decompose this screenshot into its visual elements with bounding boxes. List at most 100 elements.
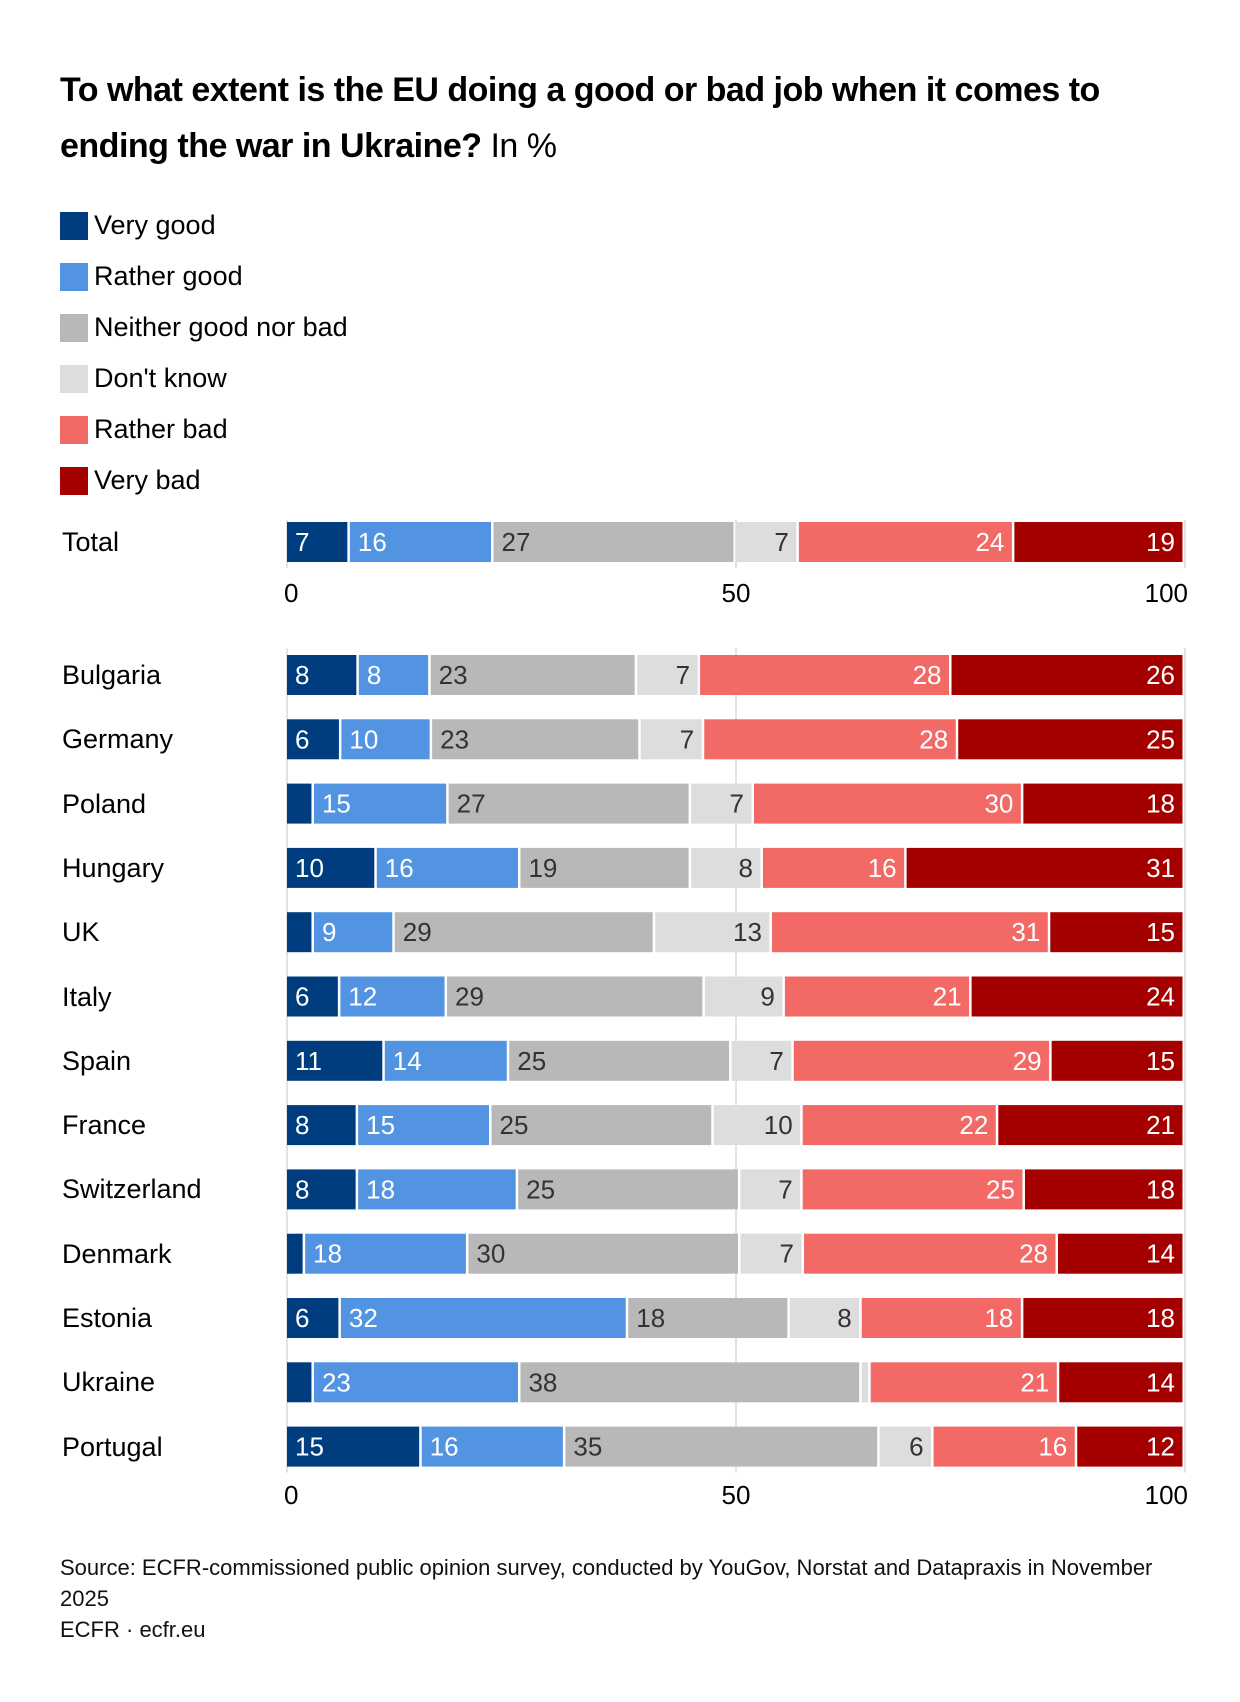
data-label: 8	[295, 1110, 309, 1140]
data-label: 30	[984, 789, 1013, 819]
data-label: 16	[358, 527, 387, 557]
data-label: 23	[439, 660, 468, 690]
bar-segment-rather-bad	[771, 912, 1048, 953]
category-label: Spain	[62, 1045, 132, 1076]
bar-segment-neither-good-nor-bad	[491, 1105, 712, 1146]
data-label: 7	[676, 660, 690, 690]
category-label: Italy	[62, 981, 112, 1012]
bar-segment-don-t-know	[879, 1426, 932, 1467]
data-label: 7	[774, 527, 788, 557]
stacked-bar-chart: 0 50 100 7 16 27 7 24 19 0 50 100 8 8 23 7 28 26 6 10 23 7 28 2…	[284, 520, 1188, 1510]
country-axis-tick-label: 0	[284, 1480, 298, 1510]
data-label: 8	[837, 1303, 851, 1333]
total-axis-tick-label: 0	[284, 578, 298, 608]
data-label: 21	[933, 982, 962, 1012]
category-label: Germany	[62, 724, 174, 755]
bar-segment-rather-bad	[804, 1233, 1056, 1274]
bar-segment-very-bad	[1058, 1233, 1183, 1274]
bar-segment-very-bad	[1051, 1040, 1183, 1081]
category-label: France	[62, 1110, 147, 1141]
bar-segment-rather-good	[349, 522, 492, 562]
bar-segment-don-t-know	[789, 1298, 860, 1338]
data-label: 19	[528, 853, 557, 883]
data-label: 15	[1146, 917, 1175, 947]
data-label: 8	[295, 660, 309, 690]
category-label: UK	[62, 917, 100, 948]
bar-segment-rather-bad	[802, 1169, 1023, 1210]
data-label: 24	[975, 527, 1004, 557]
bar-segment-very-good	[287, 1040, 383, 1081]
bar-segment-very-bad	[1024, 1169, 1183, 1210]
legend-label: Rather bad	[94, 414, 228, 444]
legend-item-dont-know: Don't know	[60, 353, 348, 404]
legend-label: Don't know	[94, 363, 227, 393]
data-label: 29	[403, 917, 432, 947]
legend-swatch	[60, 211, 88, 240]
bar-segment-neither-good-nor-bad	[565, 1426, 878, 1467]
data-label: 9	[760, 982, 774, 1012]
chart-title: To what extent is the EU doing a good or…	[60, 62, 1200, 174]
bar-segment-rather-bad	[933, 1426, 1075, 1467]
bar-segment-rather-good	[340, 1298, 626, 1338]
legend-swatch	[60, 313, 88, 342]
bar-segment-very-good	[287, 976, 338, 1017]
bar-segment-don-t-know	[861, 1362, 869, 1403]
data-label: 15	[1146, 1046, 1175, 1076]
bar-segment-rather-bad	[870, 1362, 1057, 1403]
bar-segment-rather-bad	[753, 783, 1021, 824]
data-label: 29	[455, 982, 484, 1012]
data-label: 7	[778, 1174, 792, 1204]
data-label: 14	[393, 1046, 422, 1076]
bar-segment-rather-bad	[802, 1105, 996, 1146]
bar-segment-very-good	[287, 1426, 420, 1467]
chart-title-text: To what extent is the EU doing a good or…	[60, 71, 1100, 165]
data-label: 21	[1020, 1367, 1049, 1397]
footer: Source: ECFR-commissioned public opinion…	[60, 1552, 1200, 1645]
data-label: 24	[1146, 982, 1175, 1012]
total-axis-tick-label: 50	[722, 578, 751, 608]
bar-segment-neither-good-nor-bad	[430, 655, 635, 695]
bar-segment-don-t-know	[637, 655, 698, 695]
data-label: 25	[517, 1046, 546, 1076]
bar-segment-very-good	[287, 522, 348, 562]
category-label: Bulgaria	[62, 660, 162, 690]
data-label: 25	[526, 1174, 555, 1204]
bar-segment-don-t-know	[640, 719, 702, 760]
data-label: 6	[909, 1432, 923, 1462]
data-label: 6	[295, 982, 309, 1012]
bar-segment-rather-good	[313, 1362, 518, 1403]
category-label: Hungary	[62, 852, 165, 883]
data-label: 10	[295, 853, 324, 883]
data-label: 10	[764, 1110, 793, 1140]
bar-segment-don-t-know	[713, 1105, 801, 1146]
bar-segment-very-bad	[958, 719, 1183, 760]
data-label: 26	[1146, 660, 1175, 690]
data-label: 6	[295, 724, 309, 754]
data-label: 35	[573, 1432, 602, 1462]
bar-segment-very-good	[287, 1105, 356, 1146]
bar-segment-very-bad	[1023, 783, 1183, 824]
data-label: 25	[499, 1110, 528, 1140]
data-label: 8	[738, 853, 752, 883]
data-label: 32	[349, 1303, 378, 1333]
bar-segment-rather-good	[358, 1105, 489, 1146]
data-label: 10	[349, 724, 378, 754]
bar-segment-very-good	[287, 1233, 303, 1274]
bar-segment-very-bad	[1014, 522, 1183, 562]
data-label: 18	[1146, 1303, 1175, 1333]
legend-label: Very bad	[94, 465, 201, 495]
data-label: 23	[322, 1367, 351, 1397]
data-label: 28	[1019, 1239, 1048, 1269]
bar-segment-very-good	[287, 847, 375, 888]
data-label: 30	[476, 1239, 505, 1269]
data-label: 14	[1146, 1239, 1175, 1269]
legend: Very good Rather good Neither good nor b…	[60, 200, 348, 506]
data-label: 31	[1011, 917, 1040, 947]
bar-segment-very-bad	[1077, 1426, 1183, 1467]
bar-segment-don-t-know	[736, 522, 797, 562]
data-label: 23	[440, 724, 469, 754]
legend-swatch	[60, 466, 88, 495]
country-axis-tick-label: 50	[722, 1480, 751, 1510]
chart-unit: In %	[481, 127, 557, 165]
category-label: Switzerland	[62, 1174, 202, 1205]
